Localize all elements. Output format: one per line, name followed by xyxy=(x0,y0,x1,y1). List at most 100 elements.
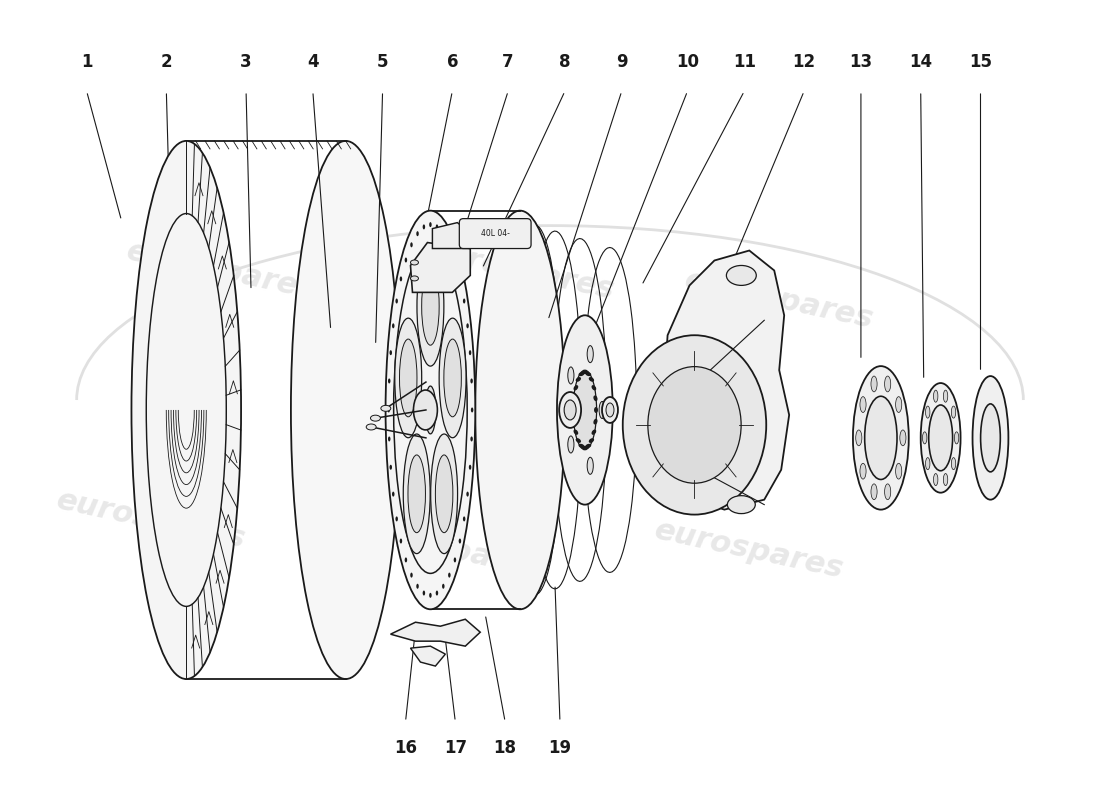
Polygon shape xyxy=(661,250,789,510)
Ellipse shape xyxy=(952,458,956,470)
Ellipse shape xyxy=(559,392,581,428)
Ellipse shape xyxy=(568,367,574,384)
Text: eurospares: eurospares xyxy=(124,236,318,305)
Ellipse shape xyxy=(574,386,578,390)
Ellipse shape xyxy=(856,430,862,446)
Ellipse shape xyxy=(925,406,930,418)
Ellipse shape xyxy=(583,371,587,374)
Polygon shape xyxy=(410,242,471,292)
Ellipse shape xyxy=(955,432,959,444)
Ellipse shape xyxy=(475,210,565,610)
Text: 4: 4 xyxy=(307,53,319,71)
Ellipse shape xyxy=(453,558,456,562)
Text: 17: 17 xyxy=(443,739,466,757)
Text: eurospares: eurospares xyxy=(682,266,877,334)
Ellipse shape xyxy=(590,439,593,442)
Text: eurospares: eurospares xyxy=(422,236,617,305)
FancyBboxPatch shape xyxy=(460,218,531,249)
Text: eurospares: eurospares xyxy=(652,515,847,584)
Ellipse shape xyxy=(395,298,398,303)
Ellipse shape xyxy=(557,315,613,505)
Text: 8: 8 xyxy=(559,53,571,71)
Ellipse shape xyxy=(648,366,741,483)
Ellipse shape xyxy=(290,141,400,679)
Ellipse shape xyxy=(405,258,407,262)
Text: 13: 13 xyxy=(849,53,872,71)
Text: 7: 7 xyxy=(503,53,514,71)
Ellipse shape xyxy=(884,376,891,392)
Ellipse shape xyxy=(865,396,896,479)
Ellipse shape xyxy=(600,402,605,418)
Text: 10: 10 xyxy=(676,53,698,71)
Ellipse shape xyxy=(399,277,403,282)
Ellipse shape xyxy=(399,339,417,417)
Ellipse shape xyxy=(606,403,614,417)
Ellipse shape xyxy=(592,386,595,390)
Polygon shape xyxy=(432,222,471,249)
Text: 2: 2 xyxy=(161,53,172,71)
Ellipse shape xyxy=(576,439,581,442)
Ellipse shape xyxy=(399,538,403,543)
Ellipse shape xyxy=(972,376,1009,500)
Ellipse shape xyxy=(952,406,956,418)
Ellipse shape xyxy=(587,346,593,362)
Ellipse shape xyxy=(726,266,757,286)
Ellipse shape xyxy=(422,590,425,595)
Ellipse shape xyxy=(573,419,575,424)
Text: 14: 14 xyxy=(909,53,933,71)
Ellipse shape xyxy=(442,584,444,589)
Ellipse shape xyxy=(366,424,376,430)
Ellipse shape xyxy=(586,373,591,375)
Ellipse shape xyxy=(871,484,877,500)
Ellipse shape xyxy=(595,408,597,412)
Ellipse shape xyxy=(439,318,466,438)
Ellipse shape xyxy=(928,405,953,470)
Ellipse shape xyxy=(944,390,948,402)
Ellipse shape xyxy=(587,458,593,474)
Ellipse shape xyxy=(471,407,473,413)
Ellipse shape xyxy=(392,323,395,328)
Ellipse shape xyxy=(471,378,473,383)
Text: 5: 5 xyxy=(377,53,388,71)
Ellipse shape xyxy=(389,350,392,355)
Ellipse shape xyxy=(727,496,756,514)
Text: 12: 12 xyxy=(793,53,816,71)
Ellipse shape xyxy=(884,484,891,500)
Ellipse shape xyxy=(404,434,430,554)
Ellipse shape xyxy=(410,242,412,247)
Ellipse shape xyxy=(436,225,438,230)
Ellipse shape xyxy=(442,231,444,236)
Ellipse shape xyxy=(580,445,584,447)
Ellipse shape xyxy=(895,397,902,413)
Ellipse shape xyxy=(900,430,906,446)
Ellipse shape xyxy=(386,210,475,610)
Polygon shape xyxy=(390,619,481,646)
Ellipse shape xyxy=(448,573,451,578)
Ellipse shape xyxy=(146,214,227,606)
Ellipse shape xyxy=(568,436,574,453)
Ellipse shape xyxy=(416,584,419,589)
Ellipse shape xyxy=(132,141,241,679)
Ellipse shape xyxy=(925,458,930,470)
Ellipse shape xyxy=(416,231,419,236)
Ellipse shape xyxy=(469,465,471,470)
Ellipse shape xyxy=(431,434,458,554)
Ellipse shape xyxy=(572,408,575,412)
Ellipse shape xyxy=(371,415,381,421)
Ellipse shape xyxy=(921,383,960,493)
Ellipse shape xyxy=(388,378,390,383)
Ellipse shape xyxy=(594,419,597,424)
Ellipse shape xyxy=(594,396,597,401)
Ellipse shape xyxy=(574,430,578,434)
Ellipse shape xyxy=(395,318,421,438)
Ellipse shape xyxy=(453,258,456,262)
Ellipse shape xyxy=(871,376,877,392)
Ellipse shape xyxy=(466,323,469,328)
Polygon shape xyxy=(410,646,446,666)
Text: 1: 1 xyxy=(81,53,92,71)
Ellipse shape xyxy=(860,397,866,413)
Ellipse shape xyxy=(417,246,444,366)
Ellipse shape xyxy=(425,386,436,434)
Ellipse shape xyxy=(580,373,584,375)
Ellipse shape xyxy=(410,276,418,281)
